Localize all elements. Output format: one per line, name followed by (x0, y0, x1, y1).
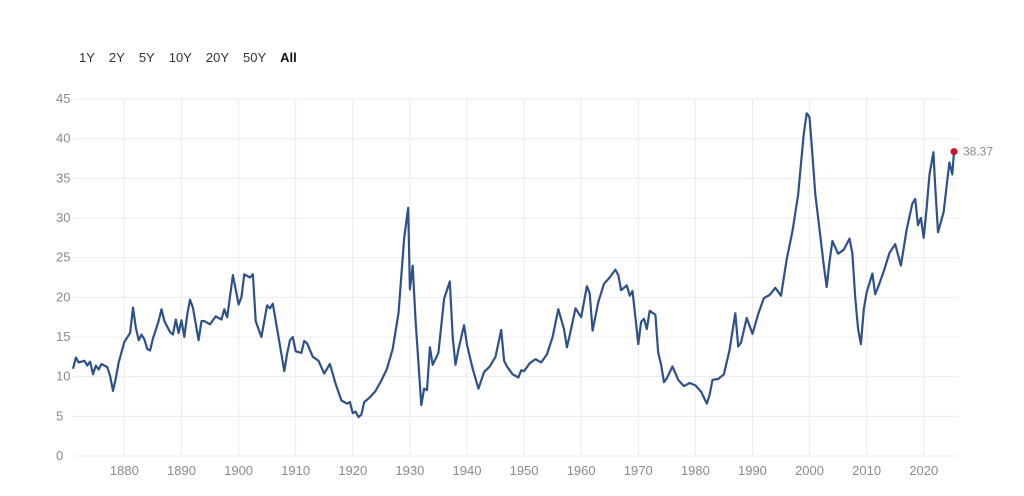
x-tick-label: 1960 (567, 463, 596, 478)
y-tick-label: 35 (56, 170, 70, 185)
range-selector: 1Y 2Y 5Y 10Y 20Y 50Y All (72, 48, 304, 68)
x-tick-label: 1890 (167, 463, 196, 478)
x-tick-label: 1930 (395, 463, 424, 478)
y-tick-label: 5 (56, 408, 63, 423)
x-tick-label: 1920 (338, 463, 367, 478)
range-button-2y[interactable]: 2Y (108, 50, 125, 65)
y-tick-label: 10 (56, 369, 70, 384)
x-tick-label: 2010 (852, 463, 881, 478)
range-button-10y[interactable]: 10Y (168, 50, 192, 65)
x-tick-label: 1940 (453, 463, 482, 478)
series-line (71, 112, 956, 419)
y-tick-label: 45 (56, 91, 70, 106)
range-button-5y[interactable]: 5Y (138, 50, 155, 65)
y-tick-label: 20 (56, 289, 70, 304)
y-tick-label: 0 (56, 448, 63, 463)
y-tick-label: 25 (56, 250, 70, 265)
x-tick-label: 1980 (681, 463, 710, 478)
x-tick-label: 1880 (110, 463, 139, 478)
x-tick-label: 1970 (624, 463, 653, 478)
range-button-all[interactable]: All (280, 50, 297, 65)
x-tick-label: 1950 (510, 463, 539, 478)
last-value-label: 38.37 (963, 145, 993, 159)
y-tick-label: 30 (56, 210, 70, 225)
x-tick-label: 1990 (738, 463, 767, 478)
x-tick-label: 1900 (224, 463, 253, 478)
last-value-marker (950, 148, 958, 156)
range-button-20y[interactable]: 20Y (205, 50, 229, 65)
x-tick-label: 2000 (795, 463, 824, 478)
range-button-50y[interactable]: 50Y (243, 50, 267, 65)
x-tick-label: 2020 (909, 463, 938, 478)
range-button-1y[interactable]: 1Y (79, 50, 95, 65)
y-tick-label: 40 (56, 131, 70, 146)
x-tick-label: 1910 (281, 463, 310, 478)
y-tick-label: 15 (56, 329, 70, 344)
